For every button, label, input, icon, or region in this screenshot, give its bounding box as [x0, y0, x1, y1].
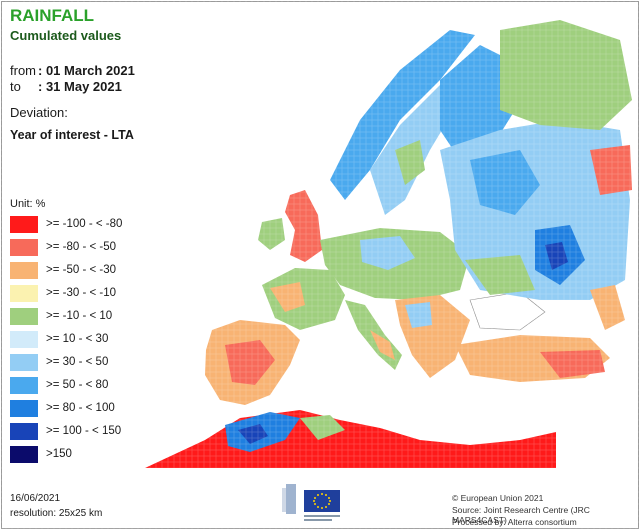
- legend-label: >= -80 - < -50: [46, 241, 116, 253]
- legend-label: >= 10 - < 30: [46, 333, 109, 345]
- period-from-label: from: [10, 63, 36, 78]
- legend-label: >= 30 - < 50: [46, 356, 109, 368]
- deviation-label: Deviation:: [10, 105, 68, 120]
- legend-swatch: [10, 446, 38, 463]
- legend-swatch: [10, 285, 38, 302]
- legend-unit: Unit: %: [10, 198, 46, 210]
- legend-label: >= 50 - < 80: [46, 379, 109, 391]
- legend-label: >= 100 - < 150: [46, 425, 122, 437]
- period-from-value: : 01 March 2021: [38, 63, 135, 78]
- resolution-label: resolution: 25x25 km: [10, 508, 103, 519]
- period-to: to : 31 May 2021: [10, 79, 122, 94]
- map-title: RAINFALL: [10, 6, 95, 25]
- legend-label: >= 80 - < 100: [46, 402, 115, 414]
- legend-swatch: [10, 423, 38, 440]
- legend-label: >= -30 - < -10: [46, 287, 116, 299]
- period-to-value: : 31 May 2021: [38, 79, 122, 94]
- legend-swatch: [10, 216, 38, 233]
- credit-processing: Processed by: Alterra consortium: [452, 517, 577, 527]
- legend-label: >= -50 - < -30: [46, 264, 116, 276]
- legend-swatch: [10, 377, 38, 394]
- legend-label: >= -10 - < 10: [46, 310, 113, 322]
- legend-label: >= -100 - < -80: [46, 218, 123, 230]
- legend-swatch: [10, 262, 38, 279]
- map-subtitle: Cumulated values: [10, 28, 122, 43]
- deviation-type: Year of interest - LTA: [10, 128, 134, 142]
- period-from: from: 01 March 2021: [10, 63, 135, 78]
- credit-source: Source: Joint Research Centre (JRC MARS4…: [452, 505, 590, 525]
- legend-swatch: [10, 308, 38, 325]
- legend-label: >150: [46, 448, 72, 460]
- credit-copyright: © European Union 2021: [452, 493, 544, 503]
- legend-swatch: [10, 331, 38, 348]
- eu-commission-logo-icon: [282, 484, 340, 521]
- legend-swatch: [10, 400, 38, 417]
- legend-swatch: [10, 354, 38, 371]
- period-to-label: to: [10, 79, 21, 94]
- production-date: 16/06/2021: [10, 493, 61, 504]
- legend-swatch: [10, 239, 38, 256]
